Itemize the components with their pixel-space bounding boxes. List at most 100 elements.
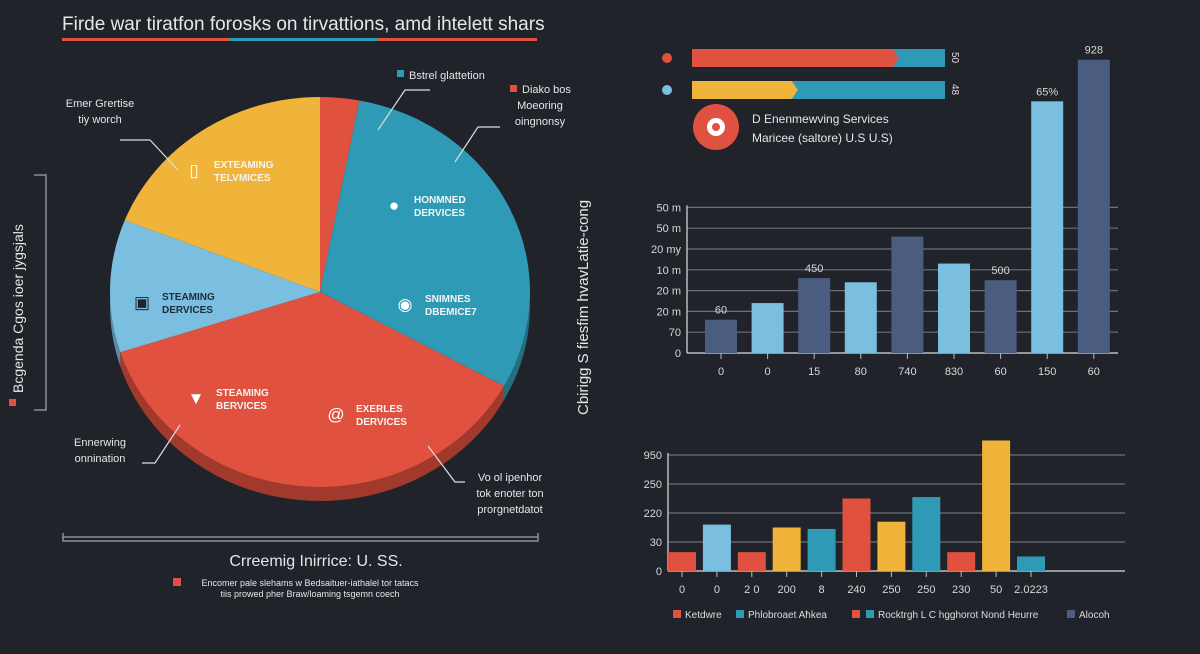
y-tick-label: 0: [656, 566, 662, 578]
pie-note-swatch: [173, 578, 181, 586]
bar: [912, 497, 941, 571]
callout-leader-line: [142, 424, 181, 464]
hbar-fill: [692, 81, 798, 99]
pie-inner-label: TELVMICES: [214, 173, 271, 184]
series-dot: [662, 53, 672, 63]
pie-inner-label: DERVICES: [414, 208, 465, 219]
pie-inner-label: DERVICES: [356, 417, 407, 428]
bar: [947, 552, 976, 571]
pie-slice: [320, 100, 530, 386]
legend-swatch: [1067, 610, 1075, 618]
pie-inner-label: EXERLES: [356, 404, 403, 415]
pie-divider: [62, 533, 539, 542]
pie-inner-label: BERVICES: [216, 401, 267, 412]
pie-inner-label: HONMNED: [414, 195, 466, 206]
middle-axis-label: Cbirigg S fiesfim hvavLatie-cong: [575, 200, 592, 415]
pie-inner-label: DERVICES: [162, 305, 213, 316]
x-tick-label: 0: [714, 584, 720, 596]
server-icon: ▣: [134, 293, 150, 312]
y-tick-label: 250: [644, 479, 662, 491]
pie-callout-label: Vo ol ipenhor: [478, 472, 543, 484]
bar: [982, 440, 1011, 571]
pie-callout-label: Bstrel glattetion: [409, 70, 485, 82]
x-tick-label: 0: [765, 366, 771, 378]
legend-swatch: [673, 610, 681, 618]
pie-callout-label: onnination: [75, 453, 126, 465]
y-tick-label: 20 my: [651, 244, 681, 256]
callout-leader-line: [427, 445, 465, 483]
x-tick-label: 60: [994, 366, 1006, 378]
x-tick-label: 250: [917, 584, 935, 596]
pie-note-line-2: tiis prowed pher Braw/loaming tsgemn coe…: [220, 589, 399, 599]
bar: [938, 263, 970, 353]
pie-callout-label: prorgnetdatot: [477, 504, 542, 516]
legend-label: Ketdwre: [685, 610, 722, 621]
pie-inner-label: DBEMICE7: [425, 307, 477, 318]
pie-inner-label: EXTEAMING: [214, 160, 274, 171]
left-axis-label: Bcgenda Cgos ioer jygsjals: [10, 224, 26, 393]
pie-callout-label: Diako bos: [522, 84, 571, 96]
x-tick-label: 50: [990, 584, 1002, 596]
x-tick-label: 60: [1088, 366, 1100, 378]
x-tick-label: 80: [855, 366, 867, 378]
pie-slice: [320, 97, 360, 292]
bar: [1077, 59, 1110, 353]
y-tick-label: 220: [644, 508, 662, 520]
legend-swatch: [866, 610, 874, 618]
target-icon-center: [712, 123, 720, 131]
hbar-value-label: 50: [949, 52, 960, 64]
pie-slice-side: [120, 352, 505, 502]
bar: [702, 524, 731, 571]
hbar-legend-text: Maricee (saltore) U.S U.S): [752, 131, 893, 145]
y-tick-label: 20 m: [657, 306, 681, 318]
callout-leader-line: [377, 89, 430, 131]
x-tick-label: 830: [945, 366, 963, 378]
bar: [668, 552, 696, 571]
legend-label: Rocktrgh L C hgghorot Nond Heurre: [878, 610, 1039, 621]
pie-caption: Crreemig Inirrice: U. SS.: [229, 553, 402, 570]
money-bag-icon: ●: [389, 196, 399, 215]
bar: [1031, 101, 1064, 353]
x-tick-label: 0: [718, 366, 724, 378]
page-title: Firde war tiratfon forosks on tirvattion…: [62, 14, 545, 35]
pie-slice-side: [504, 292, 530, 400]
x-tick-label: 2.0223: [1014, 584, 1048, 596]
pie-slice: [124, 97, 320, 292]
bar-data-label: 450: [805, 263, 823, 275]
x-tick-label: 0: [679, 584, 685, 596]
legend-swatch: [852, 610, 860, 618]
bar-data-label: 500: [991, 265, 1009, 277]
x-tick-label: 250: [882, 584, 900, 596]
bottom-bar-chart: 0 30 220 250 950 0 0 2 0 200 8 240 250 250 230 50 2.022…: [644, 440, 1125, 621]
y-tick-label: 70: [669, 327, 681, 339]
series-dot: [662, 85, 672, 95]
x-tick-label: 15: [808, 366, 820, 378]
bar: [842, 498, 871, 571]
bar: [798, 278, 831, 353]
bar: [877, 521, 906, 571]
top-bar-chart: 0 70 20 m 20 m 10 m 20 my 50 m 50 m 0 60 0 15 450 80 7…: [651, 45, 1118, 378]
pie-callout-label: Emer Grertise: [66, 98, 134, 110]
bar: [1017, 556, 1045, 571]
x-tick-label: 740: [898, 366, 916, 378]
pie-slice: [120, 292, 505, 488]
ring-icon: ◉: [398, 295, 413, 314]
horizontal-bar-chart: 50 48 D Enenmewving Services Maricee (salto…: [662, 49, 960, 150]
callout-leader-line: [120, 139, 179, 171]
title-underline-red-2: [377, 38, 537, 41]
bar: [807, 528, 836, 571]
hbar-legend-text: D Enenmewving Services: [752, 112, 889, 126]
callout-swatch: [397, 70, 404, 77]
x-tick-label: 230: [952, 584, 970, 596]
bar: [705, 319, 737, 353]
pie-callout-label: oingnonsy: [515, 116, 566, 128]
pie-inner-label: STEAMING: [162, 292, 215, 303]
pie-inner-label: SNIMNES: [425, 294, 471, 305]
hbar-fill: [692, 49, 899, 67]
legend-label: Phlobroaet Aħkea: [748, 610, 827, 621]
y-tick-label: 0: [675, 348, 681, 360]
bar-data-label: 65%: [1036, 86, 1058, 98]
legend-swatch: [736, 610, 744, 618]
pie-callout-label: Ennerwing: [74, 437, 126, 449]
